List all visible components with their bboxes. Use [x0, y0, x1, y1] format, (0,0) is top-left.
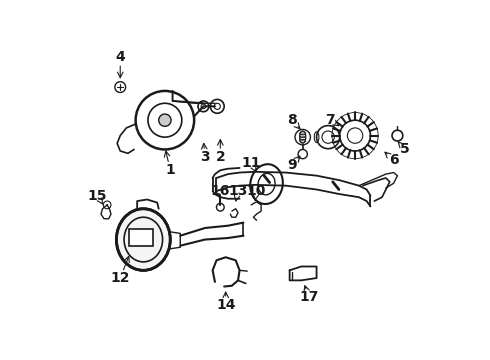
Ellipse shape: [300, 131, 306, 143]
Text: 16: 16: [211, 184, 230, 198]
Text: 2: 2: [216, 150, 225, 164]
Text: 13: 13: [228, 184, 248, 198]
Text: 6: 6: [389, 153, 398, 167]
Text: 9: 9: [287, 158, 297, 172]
Text: 4: 4: [115, 50, 125, 64]
Text: 14: 14: [216, 298, 236, 312]
Circle shape: [159, 114, 171, 126]
Text: 17: 17: [299, 290, 318, 304]
Text: 11: 11: [242, 156, 261, 170]
Bar: [129, 229, 152, 246]
Text: 12: 12: [110, 271, 130, 285]
Text: 5: 5: [400, 143, 410, 157]
Text: 1: 1: [166, 163, 175, 177]
Text: 10: 10: [247, 184, 266, 198]
Text: 8: 8: [287, 113, 297, 127]
Text: 15: 15: [87, 189, 107, 203]
Text: 7: 7: [326, 113, 335, 127]
Ellipse shape: [116, 209, 171, 270]
Text: 3: 3: [200, 150, 210, 164]
